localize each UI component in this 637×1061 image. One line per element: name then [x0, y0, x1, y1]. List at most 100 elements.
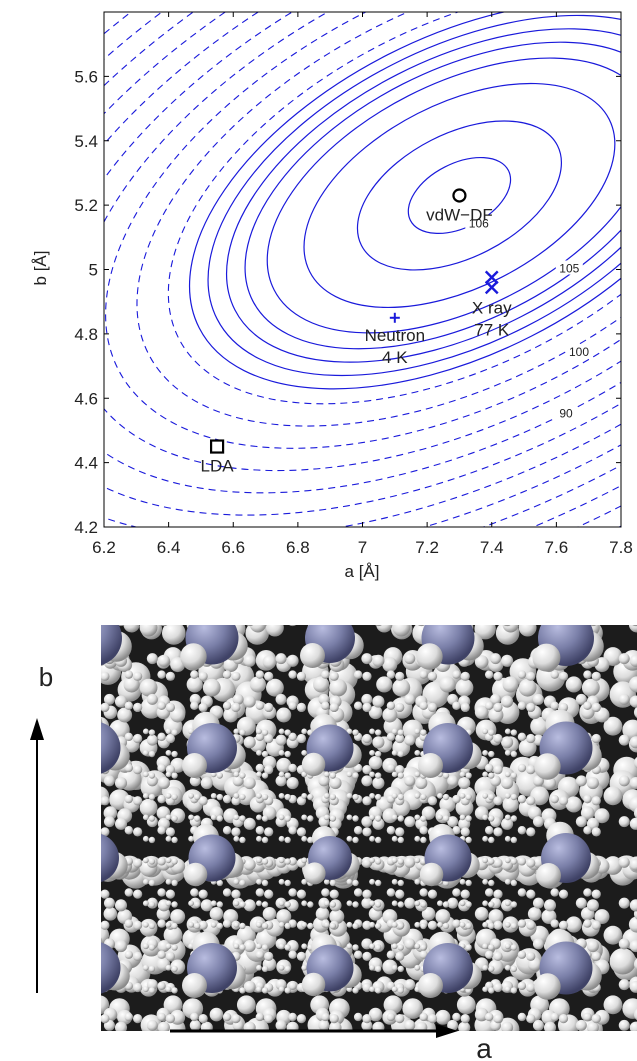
hydrogen-atom: [264, 702, 274, 713]
hydrogen-atom: [278, 814, 285, 821]
hydrogen-atom: [442, 901, 450, 908]
hydrogen-atom: [518, 1044, 526, 1052]
hydrogen-atom: [133, 951, 143, 962]
hydrogen-atom: [510, 987, 518, 994]
hydrogen-atom: [362, 1014, 372, 1024]
hydrogen-atom: [202, 678, 221, 697]
hydrogen-atom: [275, 734, 287, 746]
hydrogen-atom: [171, 901, 178, 908]
x-tick-label: 7: [358, 538, 367, 557]
hydrogen-atom: [233, 792, 240, 799]
hydrogen-atom: [321, 1012, 330, 1022]
hydrogen-atom: [276, 612, 287, 623]
hydrogen-atom: [329, 702, 339, 713]
hydrogen-atom: [165, 827, 176, 837]
hydrogen-atom: [474, 705, 489, 720]
hydrogen-atom: [92, 702, 100, 710]
hydrogen-atom: [157, 794, 166, 804]
hydrogen-atom: [256, 921, 262, 928]
hydrogen-atom: [583, 888, 592, 897]
hydrogen-atom: [493, 889, 503, 899]
hydrogen-atom: [133, 889, 143, 899]
hydrogen-atom: [591, 1014, 601, 1024]
hydrogen-atom: [233, 921, 240, 928]
hydrogen-atom: [301, 835, 308, 842]
hydrogen-atom: [171, 793, 178, 801]
hydrogen-atom: [374, 965, 382, 973]
point-label: X ray: [472, 298, 512, 317]
hydrogen-atom: [278, 835, 285, 842]
hydrogen-atom: [352, 901, 359, 908]
hydrogen-atom: [510, 729, 518, 736]
hydrogen-atom: [510, 772, 518, 779]
hydrogen-atom: [346, 921, 353, 928]
hydrogen-atom: [278, 964, 285, 971]
contour-line-dashed: [167, 12, 621, 405]
hydrogen-atom: [526, 733, 536, 744]
hydrogen-atom: [329, 815, 337, 822]
hydrogen-atom: [148, 901, 156, 908]
hydrogen-atom: [391, 986, 398, 993]
hydrogen-atom: [165, 728, 172, 735]
hydrogen-atom: [103, 775, 115, 787]
hydrogen-atom: [474, 655, 489, 669]
hydrogen-atom: [318, 1019, 330, 1031]
hydrogen-atom: [239, 987, 246, 994]
hydrogen-atom: [148, 987, 156, 994]
hydrogen-atom: [329, 901, 337, 908]
hydrogen-atom: [210, 814, 217, 821]
hydrogen-atom: [139, 678, 158, 697]
hydrogen-atom: [0, 851, 12, 880]
hydrogen-atom: [439, 676, 456, 693]
hydrogen-atom: [503, 1036, 519, 1052]
hydrogen-atom: [188, 814, 194, 821]
hydrogen-atom: [534, 973, 561, 1000]
contour-plot: 6.2 6.4 6.6 6.8 7 7.2 7.4 7.6 7.8 4.2 4.4 4.6 4.8 5 5…: [31, 11, 633, 581]
hydrogen-atom: [504, 728, 511, 735]
hydrogen-atom: [526, 827, 536, 837]
contour-value-label: 105: [559, 262, 579, 276]
hydrogen-atom: [629, 817, 637, 830]
hydrogen-atom: [575, 1019, 587, 1031]
hydrogen-atom: [510, 815, 518, 822]
hydrogen-atom: [437, 900, 443, 907]
hydrogen-atom: [140, 1039, 158, 1057]
hydrogen-atom: [142, 771, 149, 778]
hydrogen-atom: [404, 653, 416, 665]
hydrogen-atom: [583, 1012, 592, 1022]
hydrogen-atom: [386, 950, 396, 959]
hydrogen-atom: [103, 897, 115, 909]
hydrogen-atom: [203, 1039, 221, 1057]
hydrogen-atom: [288, 981, 297, 991]
hydrogen-atom: [418, 973, 443, 998]
hydrogen-atom: [460, 625, 468, 627]
hydrogen-atom: [261, 944, 269, 951]
hydrogen-atom: [395, 1045, 404, 1054]
hydrogen-atom: [200, 1021, 213, 1031]
hydrogen-atom: [586, 1033, 610, 1057]
hydrogen-atom: [362, 702, 372, 713]
hydrogen-atom: [397, 879, 404, 887]
hydrogen-atom: [133, 827, 143, 837]
hydrogen-atom: [459, 814, 466, 821]
hydrogen-atom: [465, 901, 472, 908]
hydrogen-atom: [353, 701, 363, 710]
hydrogen-atom: [442, 793, 450, 801]
hydrogen-atom: [0, 631, 16, 663]
hydrogen-atom: [329, 793, 337, 801]
hydrogen-atom: [484, 826, 494, 835]
hydrogen-atom: [391, 792, 398, 799]
hydrogen-atom: [142, 986, 149, 993]
hydrogen-atom: [618, 816, 630, 828]
hydrogen-atom: [92, 857, 100, 865]
hydrogen-atom: [190, 701, 199, 710]
hydrogen-atom: [103, 816, 115, 828]
hydrogen-atom: [62, 753, 89, 780]
hydrogen-atom: [301, 878, 308, 885]
hydrogen-atom: [276, 707, 292, 723]
hydrogen-atom: [427, 920, 438, 930]
hydrogen-atom: [465, 922, 472, 930]
hydrogen-atom: [275, 1019, 287, 1031]
hydrogen-atom: [256, 1044, 264, 1052]
hydrogen-atom: [289, 625, 297, 627]
